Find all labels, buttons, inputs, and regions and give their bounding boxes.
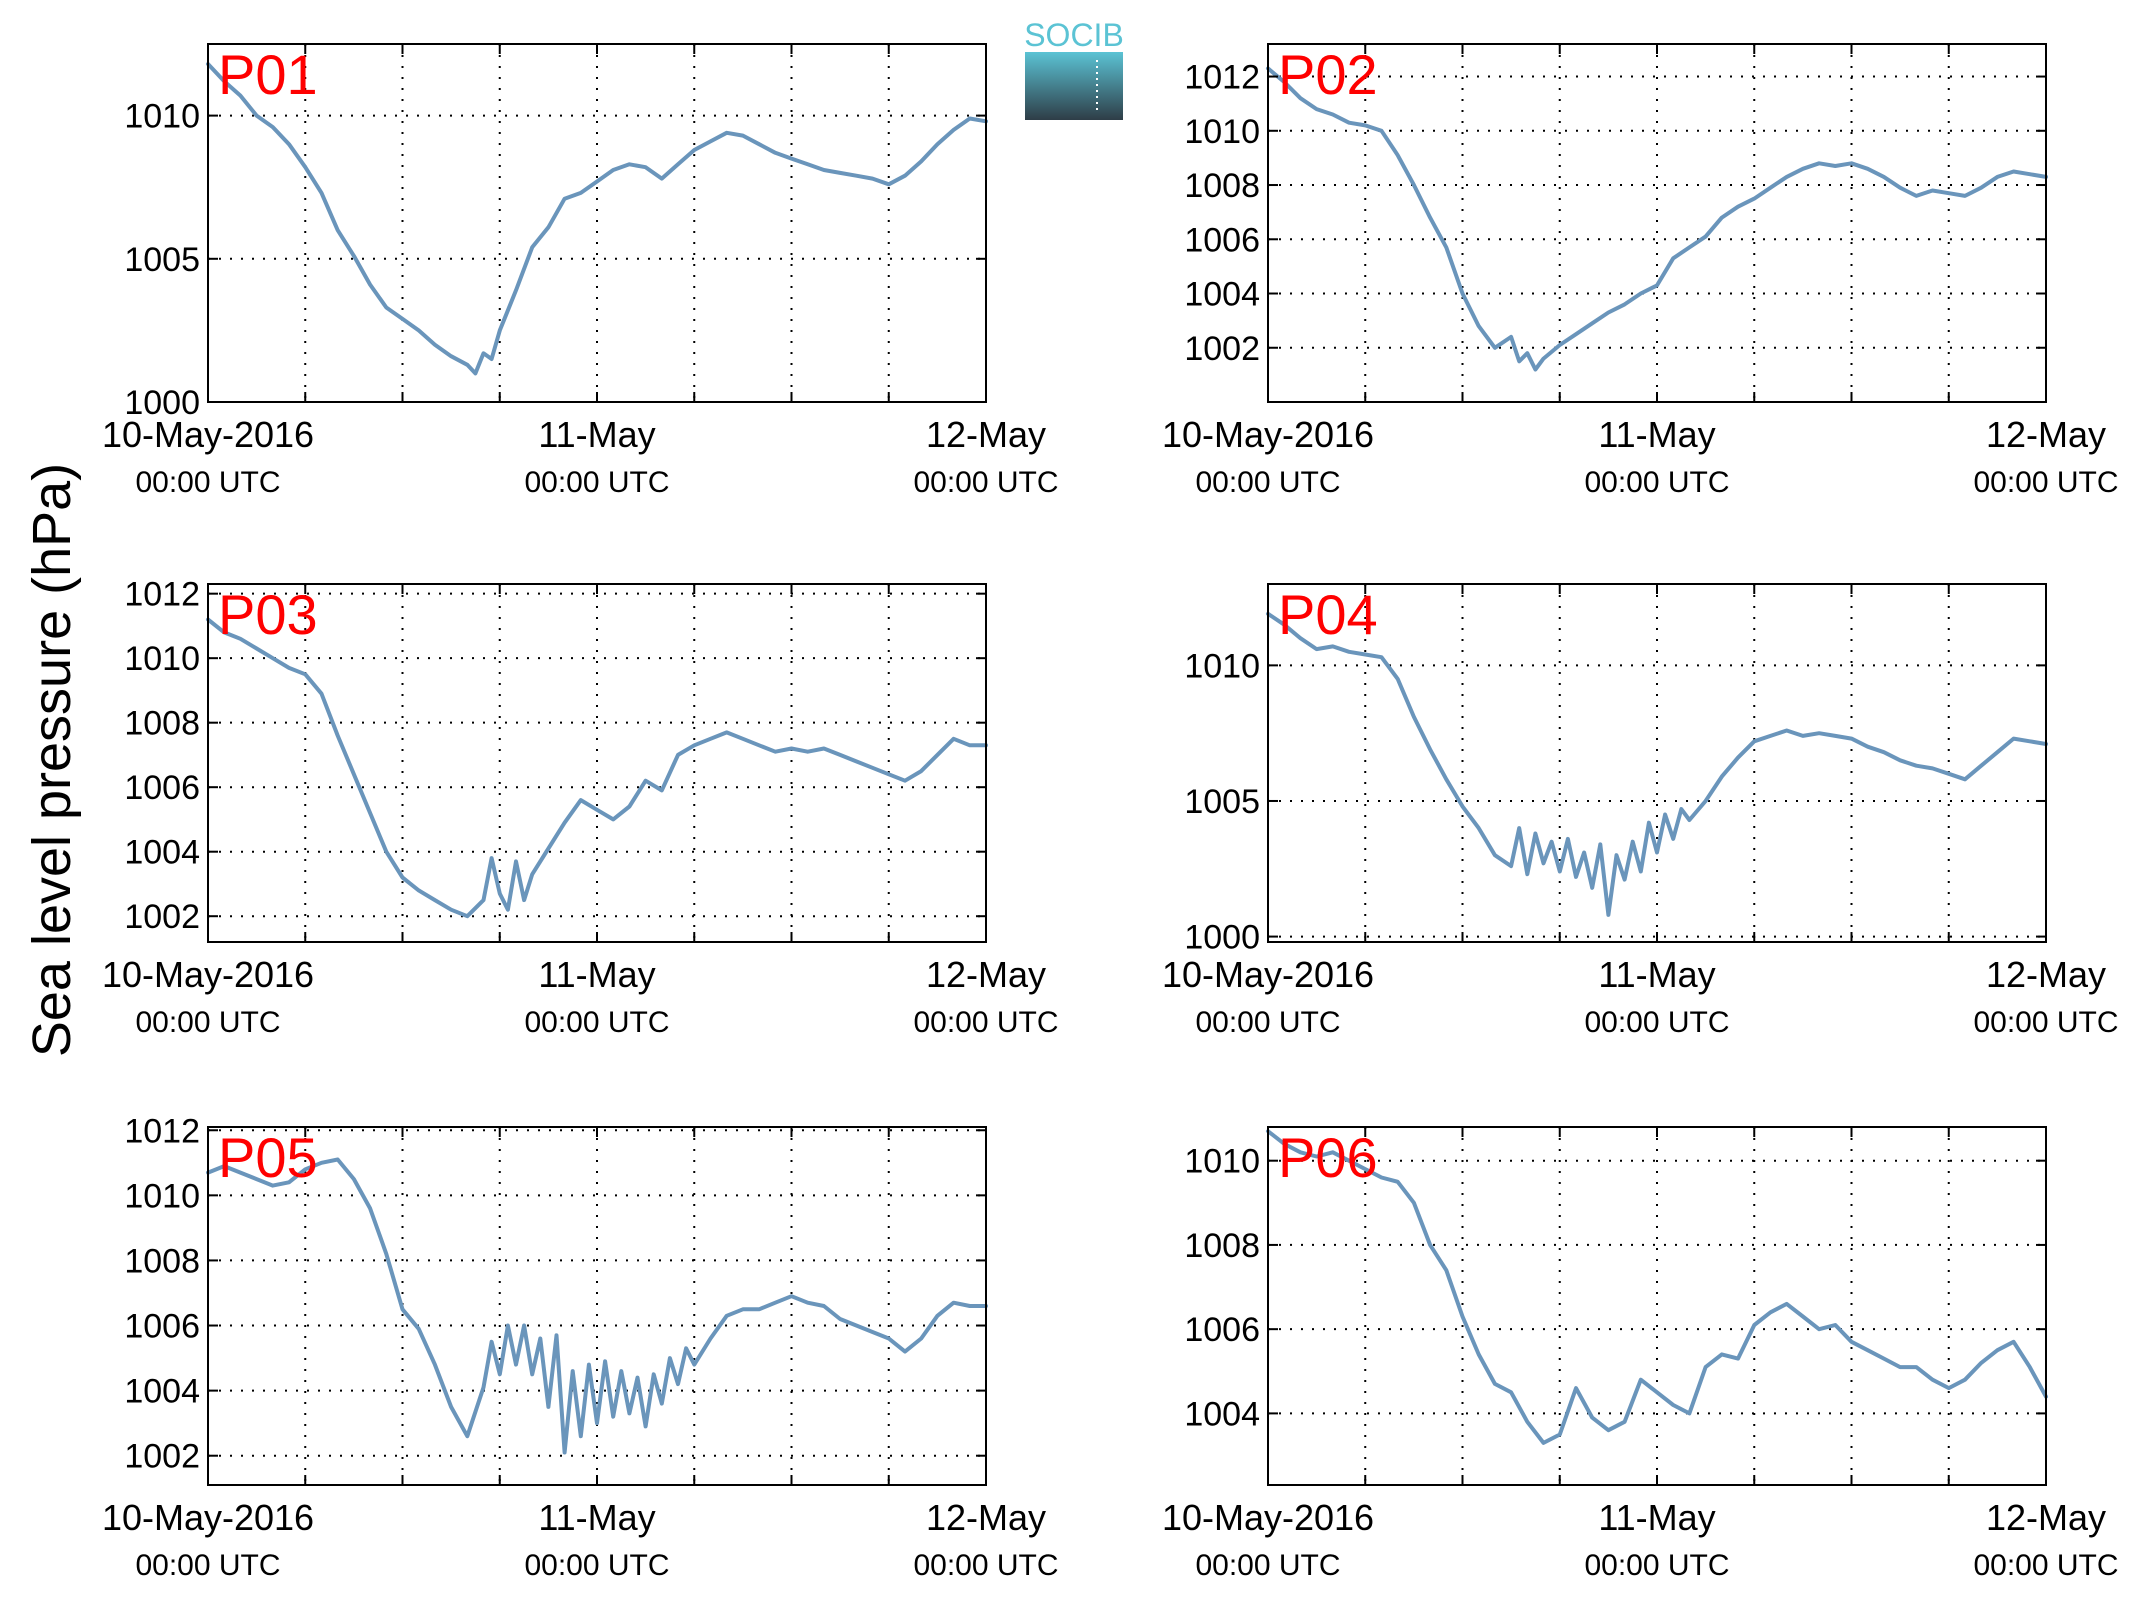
x-tick-label-time: 00:00 UTC xyxy=(913,1549,1058,1582)
series-line xyxy=(206,617,988,919)
x-tick-label-time: 00:00 UTC xyxy=(1584,466,1729,499)
x-tick-label-date: 10-May-2016 xyxy=(102,1497,314,1538)
y-tick-label: 1004 xyxy=(1184,276,1260,314)
y-tick-label: 1000 xyxy=(124,384,200,422)
x-tick-label-date: 12-May xyxy=(926,954,1046,995)
x-tick-label-date: 12-May xyxy=(1986,1497,2106,1538)
x-tick-label-date: 10-May-2016 xyxy=(1162,1497,1374,1538)
panel-p04: 1000 1005 1010 10-May-2016 00:00 UTC 11-May 00… xyxy=(1162,583,2119,1039)
plot-frame xyxy=(207,43,987,403)
x-tick-label-time: 00:00 UTC xyxy=(913,1006,1058,1039)
panel-label: P01 xyxy=(218,43,318,106)
y-tick-label: 1004 xyxy=(124,834,200,872)
y-tick-label: 1008 xyxy=(1184,167,1260,205)
y-tick-label: 1005 xyxy=(124,241,200,279)
x-tick-label-time: 00:00 UTC xyxy=(524,1006,669,1039)
x-tick-label-date: 11-May xyxy=(538,954,655,995)
x-tick-label-date: 11-May xyxy=(538,414,655,455)
y-tick-label: 1010 xyxy=(124,98,200,136)
x-tick-label-date: 11-May xyxy=(538,1497,655,1538)
x-tick-label-date: 11-May xyxy=(1598,1497,1715,1538)
x-tick-label-date: 10-May-2016 xyxy=(102,414,314,455)
y-tick-label: 1006 xyxy=(124,1308,200,1346)
plot-frame xyxy=(1267,583,2047,943)
x-tick-label-time: 00:00 UTC xyxy=(135,1006,280,1039)
x-tick-label-time: 00:00 UTC xyxy=(135,1549,280,1582)
x-tick-label-time: 00:00 UTC xyxy=(1584,1549,1729,1582)
panel-p05: 1002 1004 1006 1008 1010 1012 10-May-2016 00:00… xyxy=(102,1112,1059,1582)
x-tick-label-date: 12-May xyxy=(926,414,1046,455)
y-tick-label: 1010 xyxy=(124,640,200,678)
series-line xyxy=(1266,611,2048,917)
y-tick-label: 1012 xyxy=(1184,59,1260,97)
y-tick-label: 1010 xyxy=(1184,113,1260,151)
x-tick-label-time: 00:00 UTC xyxy=(1973,466,2118,499)
x-tick-label-time: 00:00 UTC xyxy=(1973,1006,2118,1039)
x-tick-label-date: 12-May xyxy=(1986,414,2106,455)
plot-frame xyxy=(207,583,987,943)
series-line xyxy=(206,1157,988,1455)
x-tick-label-time: 00:00 UTC xyxy=(1973,1549,2118,1582)
socib-logo-text: SOCIB xyxy=(1024,17,1124,53)
series-line xyxy=(1266,1129,2048,1445)
panel-p03: 1002 1004 1006 1008 1010 1012 10-May-2016 00:00… xyxy=(102,576,1059,1039)
x-tick-label-date: 10-May-2016 xyxy=(1162,414,1374,455)
plot-frame xyxy=(1267,1126,2047,1486)
y-tick-label: 1004 xyxy=(1184,1395,1260,1433)
y-tick-label: 1010 xyxy=(1184,1143,1260,1181)
x-tick-label-time: 00:00 UTC xyxy=(135,466,280,499)
x-tick-label-time: 00:00 UTC xyxy=(1195,1006,1340,1039)
y-tick-label: 1000 xyxy=(1184,919,1260,957)
x-tick-label-date: 12-May xyxy=(1986,954,2106,995)
socib-logo: SOCIB xyxy=(1024,17,1124,120)
x-tick-label-time: 00:00 UTC xyxy=(913,466,1058,499)
panel-p06: 1004 1006 1008 1010 10-May-2016 00:00 UTC 11-M… xyxy=(1162,1126,2119,1582)
panels: 1000 1005 1010 10-May-2016 00:00 UTC 11-May 00… xyxy=(102,43,2119,1582)
y-tick-label: 1008 xyxy=(124,705,200,743)
socib-logo-block xyxy=(1025,52,1123,120)
y-tick-label: 1010 xyxy=(1184,647,1260,685)
x-tick-label-date: 11-May xyxy=(1598,414,1715,455)
x-tick-label-time: 00:00 UTC xyxy=(524,466,669,499)
y-tick-label: 1012 xyxy=(124,576,200,614)
y-tick-label: 1006 xyxy=(1184,221,1260,259)
y-tick-label: 1008 xyxy=(1184,1227,1260,1265)
x-tick-label-date: 10-May-2016 xyxy=(102,954,314,995)
y-tick-label: 1010 xyxy=(124,1177,200,1215)
y-tick-label: 1004 xyxy=(124,1373,200,1411)
x-tick-label-time: 00:00 UTC xyxy=(1584,1006,1729,1039)
panel-p02: 1002 1004 1006 1008 1010 1012 10-May-2016 00:00… xyxy=(1162,43,2119,499)
y-tick-label: 1006 xyxy=(124,769,200,807)
x-tick-label-date: 11-May xyxy=(1598,954,1715,995)
y-tick-label: 1002 xyxy=(1184,330,1260,368)
panel-label: P02 xyxy=(1278,43,1378,106)
x-tick-label-time: 00:00 UTC xyxy=(524,1549,669,1582)
panel-label: P05 xyxy=(218,1126,318,1189)
y-axis-label: Sea level pressure (hPa) xyxy=(22,463,82,1057)
y-tick-label: 1012 xyxy=(124,1112,200,1150)
x-tick-label-date: 10-May-2016 xyxy=(1162,954,1374,995)
panel-p01: 1000 1005 1010 10-May-2016 00:00 UTC 11-May 00… xyxy=(102,43,1059,499)
x-tick-label-time: 00:00 UTC xyxy=(1195,466,1340,499)
y-tick-label: 1008 xyxy=(124,1242,200,1280)
series-line xyxy=(1266,66,2048,372)
y-tick-label: 1006 xyxy=(1184,1311,1260,1349)
plot-frame xyxy=(207,1126,987,1486)
panel-label: P06 xyxy=(1278,1126,1378,1189)
y-tick-label: 1005 xyxy=(1184,783,1260,821)
x-tick-label-date: 12-May xyxy=(926,1497,1046,1538)
y-tick-label: 1002 xyxy=(124,898,200,936)
x-tick-label-time: 00:00 UTC xyxy=(1195,1549,1340,1582)
panel-label: P04 xyxy=(1278,583,1378,646)
panel-label: P03 xyxy=(218,583,318,646)
y-tick-label: 1002 xyxy=(124,1438,200,1476)
series-line xyxy=(206,62,988,376)
